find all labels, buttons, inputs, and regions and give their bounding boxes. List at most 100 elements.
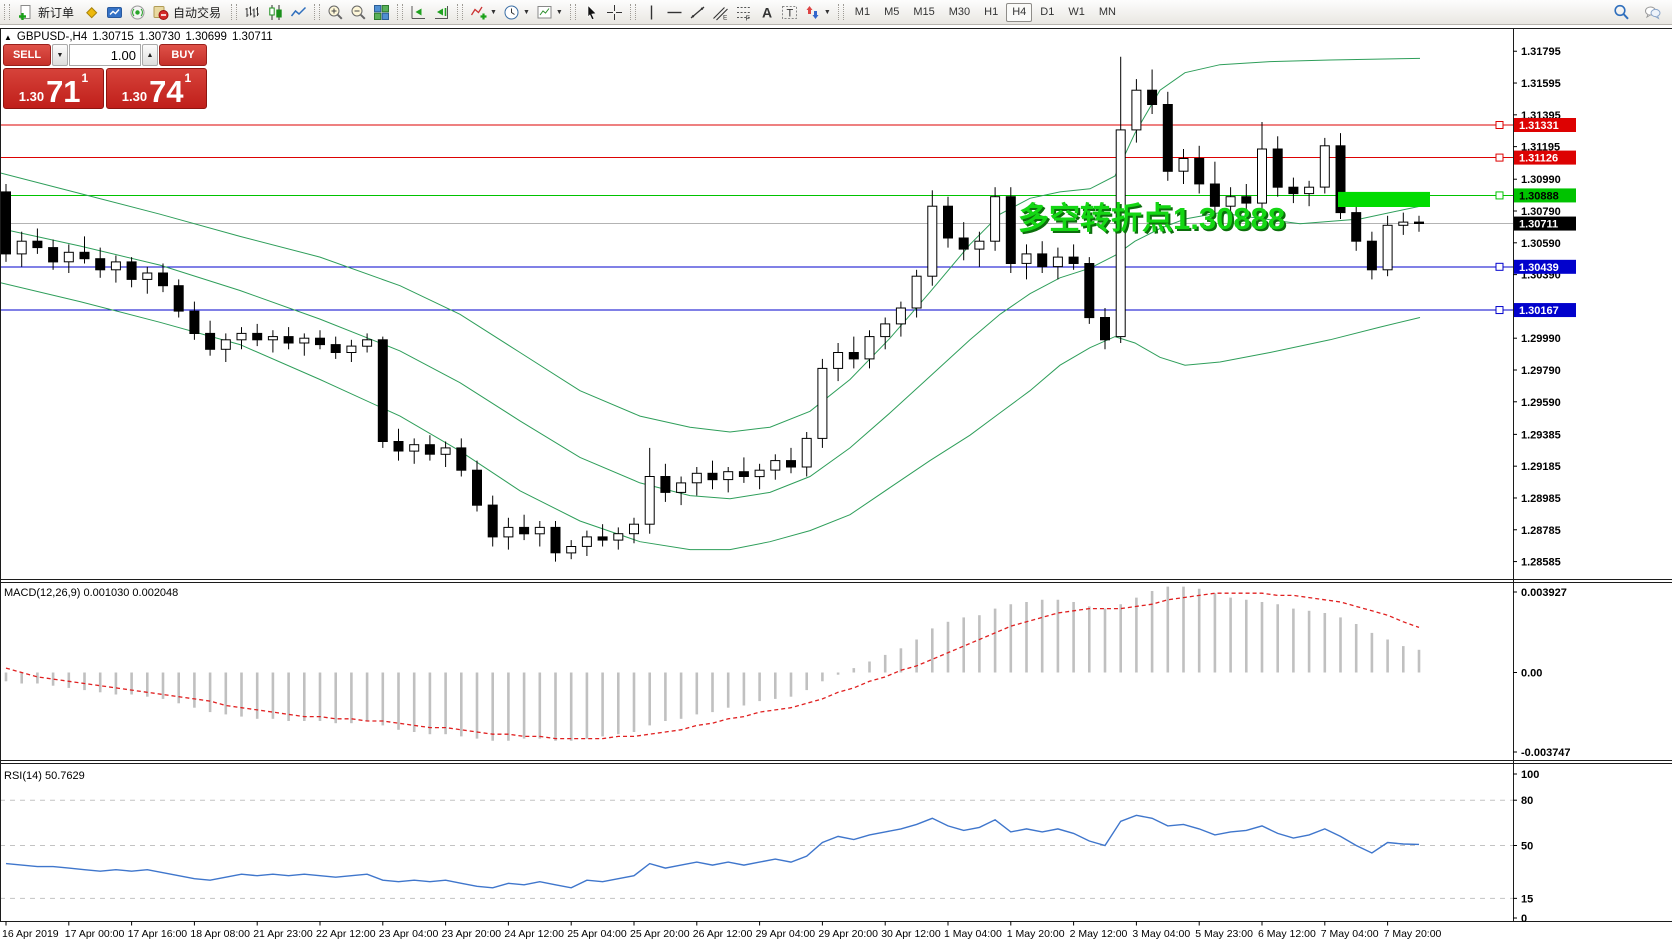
price-axis-label: 1.29590 xyxy=(1521,397,1561,409)
price-tag[interactable] xyxy=(1514,118,1576,132)
candle-body xyxy=(1115,129,1126,338)
auto-trading-label: 自动交易 xyxy=(173,5,222,20)
trendline-button[interactable] xyxy=(686,2,709,23)
price-tag[interactable] xyxy=(1514,303,1576,318)
search-button[interactable] xyxy=(1610,2,1633,23)
autoscroll-icon xyxy=(410,4,427,21)
text-button[interactable]: A xyxy=(755,2,778,23)
volume-input[interactable] xyxy=(69,44,141,66)
time-axis-label: 25 Apr 20:00 xyxy=(630,928,690,940)
symbol-period-label: GBPUSD-,H4 xyxy=(16,31,88,43)
toolbar-grip[interactable] xyxy=(231,4,238,20)
candle-body xyxy=(1021,253,1032,264)
timeframe-M5-button[interactable]: M5 xyxy=(878,3,905,22)
candle-body xyxy=(95,258,106,271)
buy-price-box[interactable]: 1.30 74 1 xyxy=(106,68,207,109)
arrows-button[interactable]: ▼ xyxy=(801,2,834,23)
templates-button[interactable]: ▼ xyxy=(533,2,566,23)
price-tag[interactable] xyxy=(1514,259,1576,274)
line-drag-handle[interactable] xyxy=(1495,121,1504,129)
toolbar-grip[interactable] xyxy=(629,4,636,20)
candle-body xyxy=(189,310,200,335)
bar-chart-button[interactable] xyxy=(241,2,264,23)
rsi-indicator-label: RSI(14) 50.7629 xyxy=(4,770,85,782)
candle-body xyxy=(927,205,938,277)
price-tag-label: 1.30167 xyxy=(1519,305,1559,317)
gold-button[interactable] xyxy=(80,2,103,23)
candle-body xyxy=(880,323,891,338)
candle-body xyxy=(158,272,168,287)
timeframe-H1-button[interactable]: H1 xyxy=(978,3,1004,22)
publish-chart-button[interactable] xyxy=(103,2,126,23)
indicators-button[interactable]: ▼ xyxy=(467,2,500,23)
line-drag-handle[interactable] xyxy=(1495,191,1504,200)
zoom-in-button[interactable] xyxy=(324,2,347,23)
timeframe-MN-button[interactable]: MN xyxy=(1093,3,1122,22)
time-axis-label: 16 Apr 2019 xyxy=(2,928,59,940)
toolbar-grip[interactable] xyxy=(837,4,844,20)
price-axis-label: 1.30790 xyxy=(1521,206,1561,218)
cursor-button[interactable] xyxy=(580,2,603,23)
chart-shift-button[interactable] xyxy=(430,2,453,23)
timeframe-W1-button[interactable]: W1 xyxy=(1062,3,1091,22)
equidistant-channel-button[interactable]: E xyxy=(709,2,732,23)
volume-increase-button[interactable]: ▲ xyxy=(142,44,158,66)
timeframe-H4-button[interactable]: H4 xyxy=(1006,2,1033,22)
zoom-out-button[interactable] xyxy=(347,2,370,23)
candle-body xyxy=(629,523,639,535)
horizontal-line-button[interactable] xyxy=(663,2,686,23)
crosshair-button[interactable] xyxy=(603,2,626,23)
candle-body xyxy=(943,205,953,239)
time-axis-label: 23 Apr 04:00 xyxy=(379,928,439,940)
toolbar-grip[interactable] xyxy=(4,4,10,20)
candle-body xyxy=(974,240,985,250)
candle-body xyxy=(707,472,718,481)
chat-button[interactable] xyxy=(1641,2,1664,23)
timeframe-D1-button[interactable]: D1 xyxy=(1034,3,1060,22)
price-axis-label: 1.30590 xyxy=(1521,238,1561,250)
candle-body xyxy=(1209,183,1220,207)
text-label-button[interactable]: T xyxy=(778,2,801,23)
price-tag[interactable] xyxy=(1514,216,1576,231)
candle-body xyxy=(283,336,294,344)
toolbar-grip[interactable] xyxy=(397,4,404,20)
line-chart-button[interactable] xyxy=(287,2,310,23)
timeframe-M30-button[interactable]: M30 xyxy=(943,3,976,22)
price-tag-label: 1.30888 xyxy=(1519,190,1559,202)
signal-icon xyxy=(129,4,146,21)
sell-button[interactable]: SELL xyxy=(3,44,51,66)
signals-button[interactable] xyxy=(126,2,149,23)
toolbar-grip[interactable] xyxy=(314,4,321,20)
candle-body xyxy=(267,336,278,341)
line-drag-handle[interactable] xyxy=(1495,153,1504,162)
vertical-line-button[interactable] xyxy=(640,2,663,23)
line-drag-handle[interactable] xyxy=(1495,262,1504,271)
timeframe-M15-button[interactable]: M15 xyxy=(907,3,940,22)
price-tag[interactable] xyxy=(1514,150,1576,165)
volume-decrease-button[interactable]: ▼ xyxy=(52,44,68,66)
candle-body xyxy=(676,482,687,493)
candle-body xyxy=(16,240,27,255)
auto-trading-button[interactable]: 自动交易 xyxy=(149,2,227,23)
open-value: 1.30715 xyxy=(92,31,134,43)
buy-price-sup: 1 xyxy=(184,71,192,85)
price-tag-label: 1.30711 xyxy=(1519,219,1558,231)
line-drag-handle[interactable] xyxy=(1495,306,1504,315)
channel-icon: E xyxy=(712,4,729,21)
sell-price-box[interactable]: 1.30 71 1 xyxy=(3,68,104,109)
new-order-button[interactable]: 新订单 xyxy=(14,2,80,23)
svg-text:E: E xyxy=(723,14,728,21)
timeframe-M1-button[interactable]: M1 xyxy=(849,3,876,22)
price-tag[interactable] xyxy=(1514,188,1576,203)
toolbar-grip[interactable] xyxy=(569,4,576,20)
fibonacci-retracement-button[interactable]: F xyxy=(732,2,755,23)
toolbar-grip[interactable] xyxy=(457,4,464,20)
buy-button[interactable]: BUY xyxy=(159,44,207,66)
collapse-arrow-icon[interactable]: ▲ xyxy=(4,32,12,42)
auto-scroll-button[interactable] xyxy=(407,2,430,23)
periods-button[interactable]: ▼ xyxy=(500,2,533,23)
candlestick-chart-button[interactable] xyxy=(264,2,287,23)
tile-windows-button[interactable] xyxy=(370,2,393,23)
highlight-rectangle[interactable] xyxy=(1338,191,1430,207)
